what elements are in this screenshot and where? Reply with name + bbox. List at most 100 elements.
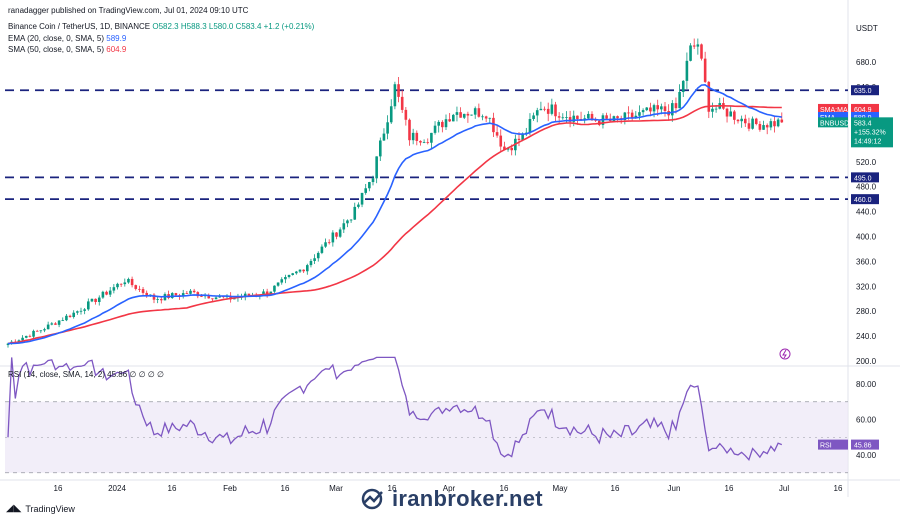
candle-body	[711, 108, 714, 112]
candle	[747, 117, 751, 132]
rsi-axis-label-bg	[818, 439, 848, 450]
candle-body	[39, 330, 43, 332]
candle-body	[532, 115, 535, 120]
candle-body	[35, 330, 39, 332]
candle-body	[422, 142, 426, 143]
tv-mark-icon: ◢◣	[6, 503, 22, 514]
candle-body	[174, 293, 178, 296]
tradingview-logo[interactable]: ◢◣ TradingView	[6, 503, 75, 514]
candle	[685, 52, 689, 89]
candle-body	[83, 309, 86, 311]
candle-body	[6, 343, 10, 346]
candle-body	[758, 124, 762, 130]
candle	[433, 121, 437, 135]
sma-value-tag-bg	[851, 103, 879, 114]
candle	[43, 327, 46, 333]
price-tick-label: 680.0	[856, 58, 877, 67]
candle-body	[127, 278, 130, 283]
candle	[674, 97, 678, 114]
countdown-label: 14:49:12	[854, 138, 881, 145]
candle	[751, 116, 754, 130]
candle	[160, 297, 163, 304]
candle-body	[492, 117, 495, 133]
candle-body	[630, 112, 634, 118]
candle-body	[79, 310, 83, 312]
candle-body	[744, 118, 747, 124]
time-tick-label: 16	[834, 484, 843, 493]
rsi-legend[interactable]: RSI (14, close, SMA, 14, 2) 45.86 ∅ ∅ ∅ …	[8, 370, 164, 379]
candle-body	[65, 315, 68, 321]
candle	[375, 156, 378, 184]
candle	[94, 298, 97, 305]
candle-body	[105, 291, 108, 295]
candle-body	[386, 122, 389, 134]
rsi-pane: 40.00 60.00 80.00	[5, 356, 877, 474]
candle	[430, 132, 433, 150]
candle	[397, 76, 400, 103]
candle	[87, 298, 90, 311]
candle-body	[138, 288, 141, 290]
candle	[28, 334, 32, 338]
ema20-line	[7, 83, 782, 345]
price-tick-label: 240.0	[856, 332, 877, 341]
candle	[499, 129, 503, 152]
candle	[57, 320, 61, 328]
flash-icon	[779, 348, 791, 360]
price-tick-label: 200.0	[856, 357, 877, 366]
candle	[313, 254, 316, 264]
candle	[769, 118, 773, 131]
candle-body	[616, 116, 619, 119]
candle-body	[554, 104, 557, 117]
close-value: C583.4	[235, 22, 262, 31]
candle	[411, 128, 415, 145]
candle	[24, 335, 28, 339]
candle	[123, 278, 127, 287]
candle	[189, 288, 192, 295]
candle-body	[689, 45, 692, 61]
candle	[291, 272, 294, 276]
candle-body	[419, 140, 422, 143]
candle-body	[550, 104, 554, 114]
candle-body	[751, 118, 754, 129]
candle-body	[462, 113, 466, 118]
candle-body	[313, 258, 316, 261]
candle-body	[331, 232, 335, 243]
candle	[127, 277, 130, 284]
candle	[550, 98, 554, 116]
sma-legend[interactable]: SMA (50, close, 0, SMA, 5) 604.9	[8, 45, 126, 54]
candle-body	[528, 119, 532, 133]
candle	[470, 114, 473, 116]
candle	[105, 290, 108, 296]
candle	[324, 238, 327, 248]
candle-body	[481, 116, 484, 118]
candle	[448, 113, 451, 123]
ema-legend[interactable]: EMA (20, close, 0, SMA, 5) 589.9	[8, 34, 126, 43]
candle-body	[50, 323, 54, 325]
candle	[68, 314, 72, 318]
candle	[116, 282, 119, 290]
candle-body	[641, 110, 645, 113]
time-tick-label: Apr	[443, 484, 456, 493]
candle-body	[736, 119, 740, 122]
high-value: H588.3	[180, 22, 207, 31]
candle-body	[627, 112, 630, 114]
candle	[437, 120, 440, 133]
candle-body	[700, 44, 703, 59]
support-460-tag: 460.0	[854, 197, 872, 204]
candle-body	[543, 108, 546, 110]
time-tick-label: 16	[388, 484, 397, 493]
candle	[320, 244, 324, 255]
candle	[762, 120, 765, 130]
candle-body	[152, 294, 156, 300]
candle-body	[433, 125, 437, 133]
candle	[138, 285, 141, 293]
candle-body	[473, 108, 477, 115]
candle-body	[316, 252, 320, 259]
candle-body	[681, 80, 685, 93]
candle-body	[265, 291, 269, 296]
time-tick-label: 16	[281, 484, 290, 493]
candle-body	[156, 299, 159, 300]
candle	[276, 282, 280, 287]
candle-body	[218, 296, 221, 298]
